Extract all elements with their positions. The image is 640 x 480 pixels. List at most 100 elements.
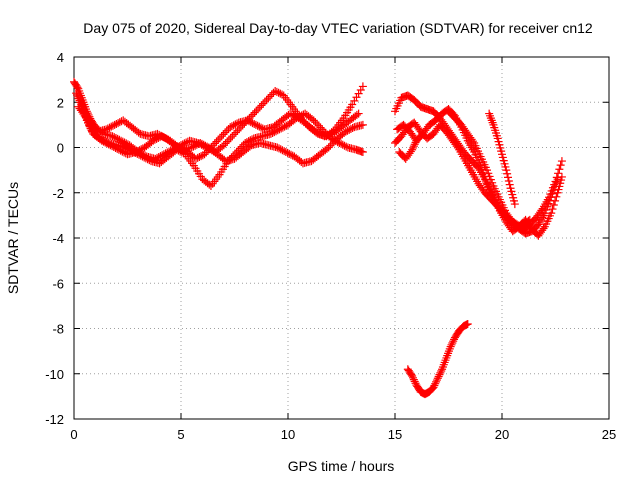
data-point-fill: [233, 126, 242, 135]
data-point: [138, 152, 147, 161]
data-point-fill: [503, 173, 512, 182]
data-point: [149, 136, 158, 145]
data-point-fill: [346, 124, 355, 133]
data-point-fill: [231, 128, 240, 137]
data-point-fill: [118, 147, 127, 156]
data-point-fill: [272, 127, 281, 136]
data-series: [70, 77, 566, 399]
data-point: [309, 116, 318, 125]
data-point-fill: [267, 90, 276, 99]
data-point: [557, 172, 566, 181]
y-tick-label: 0: [57, 141, 64, 156]
data-point-fill: [137, 145, 146, 154]
data-point-fill: [114, 119, 123, 128]
data-point-fill: [159, 133, 168, 142]
data-point-fill: [437, 367, 446, 376]
data-point-fill: [248, 119, 257, 128]
data-point: [412, 136, 421, 145]
data-point-fill: [316, 123, 325, 132]
data-point-fill: [233, 119, 242, 128]
data-point-fill: [280, 147, 289, 156]
data-point-fill: [75, 96, 84, 105]
data-point-fill: [141, 154, 150, 163]
chart-title: Day 075 of 2020, Sidereal Day-to-day VTE…: [83, 20, 593, 36]
data-point: [106, 141, 115, 150]
data-point-fill: [152, 134, 161, 143]
data-point-fill: [72, 91, 81, 100]
y-tick-label: -2: [52, 186, 64, 201]
data-point-fill: [197, 152, 206, 161]
data-point-fill: [245, 117, 254, 126]
data-point: [174, 143, 183, 152]
data-point-fill: [338, 140, 347, 149]
data-point: [241, 138, 250, 147]
data-point-fill: [259, 99, 268, 108]
data-point-fill: [207, 143, 216, 152]
data-point-fill: [255, 103, 264, 112]
data-point-fill: [276, 89, 285, 98]
data-point-fill: [237, 142, 246, 151]
y-tick-label: 2: [57, 95, 64, 110]
y-tick-label: -12: [45, 412, 64, 427]
data-point: [433, 374, 442, 383]
data-point-fill: [343, 126, 352, 135]
data-point-fill: [313, 119, 322, 128]
data-point-fill: [408, 373, 417, 382]
data-point-fill: [221, 139, 230, 148]
data-point-fill: [227, 122, 236, 131]
data-point-fill: [103, 124, 112, 133]
data-point-fill: [275, 144, 284, 153]
y-tick-label: 4: [57, 50, 64, 65]
data-point-fill: [118, 137, 127, 146]
data-point-fill: [108, 121, 117, 130]
x-tick-label: 5: [177, 427, 184, 442]
data-point-fill: [192, 140, 201, 149]
series-sat-track-h: [444, 107, 562, 238]
data-point: [226, 123, 235, 132]
data-point-fill: [212, 137, 221, 146]
data-point: [286, 109, 295, 118]
data-point-fill: [176, 144, 185, 153]
x-tick-label: 20: [495, 427, 509, 442]
data-point-fill: [435, 370, 444, 379]
data-point-fill: [434, 372, 443, 381]
data-point-fill: [115, 135, 124, 144]
data-point-fill: [315, 129, 324, 138]
data-point: [358, 120, 367, 129]
data-point-fill: [276, 145, 285, 154]
data-point: [196, 138, 205, 147]
y-tick-label: -6: [52, 276, 64, 291]
data-point: [510, 200, 519, 209]
data-point: [243, 116, 252, 125]
data-point: [358, 82, 367, 91]
data-point: [108, 132, 117, 141]
data-point-fill: [229, 121, 238, 130]
data-point-fill: [158, 151, 167, 160]
data-point-fill: [548, 189, 557, 198]
data-point: [275, 125, 284, 134]
series-sat-track-c: [74, 102, 367, 168]
data-point-fill: [311, 118, 320, 127]
data-point: [228, 132, 237, 141]
data-point-fill: [287, 110, 296, 119]
data-point-fill: [215, 133, 224, 142]
data-point-fill: [255, 122, 264, 131]
data-point-fill: [135, 146, 144, 155]
data-point: [191, 154, 200, 163]
data-point-fill: [78, 105, 87, 114]
data-point-fill: [111, 133, 120, 142]
data-point-fill: [524, 216, 533, 225]
data-point-fill: [449, 337, 458, 346]
data-point-fill: [432, 376, 441, 385]
data-point: [110, 120, 119, 129]
x-tick-label: 0: [70, 427, 77, 442]
data-point-fill: [223, 137, 232, 146]
data-point-fill: [230, 130, 239, 139]
data-point-fill: [214, 135, 223, 144]
data-point-fill: [108, 142, 117, 151]
data-point-fill: [291, 112, 300, 121]
data-point-fill: [195, 153, 204, 162]
data-point-fill: [505, 180, 514, 189]
data-point: [271, 86, 280, 95]
